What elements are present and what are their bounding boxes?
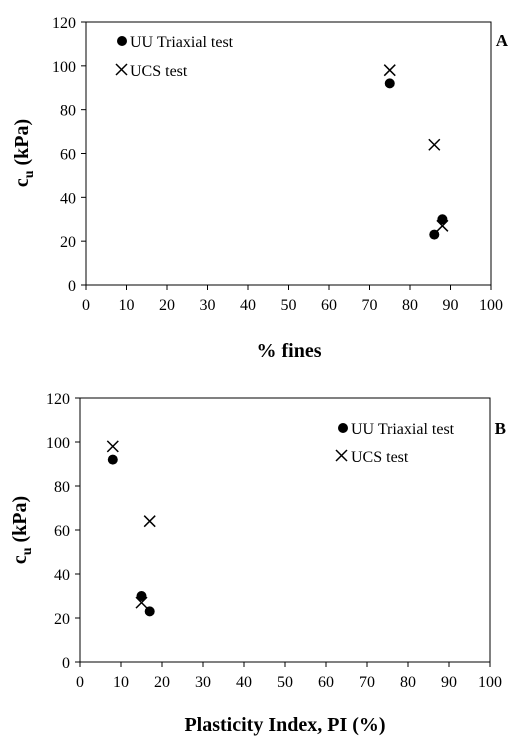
y-axis-label-main: c [11,178,33,187]
x-tick-label: 20 [159,297,175,314]
y-tick-label: 80 [54,479,70,496]
y-axis-label: cu (kPa) [11,119,37,187]
legend-cross-marker [335,449,348,462]
data-point-uu-triaxial [429,229,440,240]
data-point-ucs [383,64,396,77]
x-tick-label: 70 [359,674,375,691]
y-axis-ticks: 0 20 40 60 80 100 120 [46,391,80,672]
y-tick-label: 60 [54,523,70,540]
legend: UU Triaxial test UCS test [115,34,234,80]
data-point-ucs [428,138,441,151]
x-tick-label: 90 [443,297,459,314]
y-tick-label: 80 [60,103,76,120]
plot-area-frame [85,21,492,286]
y-axis-ticks: 0 20 40 60 80 100 120 [52,15,86,295]
y-axis-label-main: c [9,555,31,564]
legend-label-ucs: UCS test [351,449,409,466]
legend-circle-marker [117,36,127,46]
x-tick-label: 90 [441,674,457,691]
x-tick-label: 0 [76,674,84,691]
data-point-ucs [106,440,119,453]
y-tick-label: 20 [60,234,76,251]
panel-label: A [496,31,509,50]
legend-label-ucs: UCS test [130,63,188,80]
x-tick-label: 80 [400,674,416,691]
y-axis-label-subscript: u [22,170,37,178]
x-tick-label: 60 [318,674,334,691]
y-tick-label: 120 [46,391,70,408]
legend-circle-marker [338,423,348,433]
x-tick-label: 30 [195,674,211,691]
y-tick-label: 120 [52,15,76,32]
x-tick-label: 30 [200,297,216,314]
x-tick-label: 80 [402,297,418,314]
x-tick-label: 70 [362,297,378,314]
y-tick-label: 0 [62,655,70,672]
x-tick-label: 50 [277,674,293,691]
x-tick-label: 0 [82,297,90,314]
x-tick-label: 50 [281,297,297,314]
data-marks [383,64,449,240]
y-axis-label-unit: (kPa) [9,496,31,548]
x-tick-label: 10 [119,297,135,314]
y-tick-label: 40 [60,190,76,207]
x-tick-label: 20 [154,674,170,691]
x-tick-label: 40 [236,674,252,691]
data-point-uu-triaxial [437,214,448,225]
x-tick-label: 100 [478,674,502,691]
data-point-uu-triaxial [107,454,118,465]
data-marks [106,440,156,617]
panel-label: B [495,419,506,438]
y-tick-label: 0 [68,278,76,295]
x-tick-label: 100 [479,297,503,314]
y-tick-label: 40 [54,567,70,584]
x-axis-ticks: 0 10 20 30 40 50 60 70 80 90 100 [82,285,503,314]
x-tick-label: 60 [321,297,337,314]
data-point-ucs [143,515,156,528]
y-axis-label: cu (kPa) [9,496,35,564]
x-axis-ticks: 0 10 20 30 40 50 60 70 80 90 100 [76,662,502,691]
legend-label-uu-triaxial: UU Triaxial test [130,34,234,51]
y-tick-label: 100 [46,435,70,452]
x-axis-label: % fines [257,340,322,362]
y-tick-label: 20 [54,611,70,628]
data-point-uu-triaxial [136,591,147,601]
x-tick-label: 40 [240,297,256,314]
y-axis-label-subscript: u [20,547,35,555]
chart-panel-a: 0 20 40 60 80 100 120 0 10 20 30 40 50 60 70 80 90 100 A… [11,15,509,362]
y-tick-label: 100 [52,59,76,76]
legend-cross-marker [115,63,128,76]
y-tick-label: 60 [60,147,76,164]
x-tick-label: 10 [113,674,129,691]
x-axis-label: Plasticity Index, PI (%) [184,714,385,736]
data-point-ucs [436,219,449,232]
data-point-uu-triaxial [384,78,395,89]
y-axis-label-unit: (kPa) [11,119,33,171]
data-point-ucs [135,596,148,609]
legend-label-uu-triaxial: UU Triaxial test [351,421,455,438]
chart-panel-b: 0 20 40 60 80 100 120 0 10 20 30 40 50 60 70 80 90 100 B… [9,391,506,736]
data-point-uu-triaxial [144,606,155,617]
legend: UU Triaxial test UCS test [335,421,455,466]
